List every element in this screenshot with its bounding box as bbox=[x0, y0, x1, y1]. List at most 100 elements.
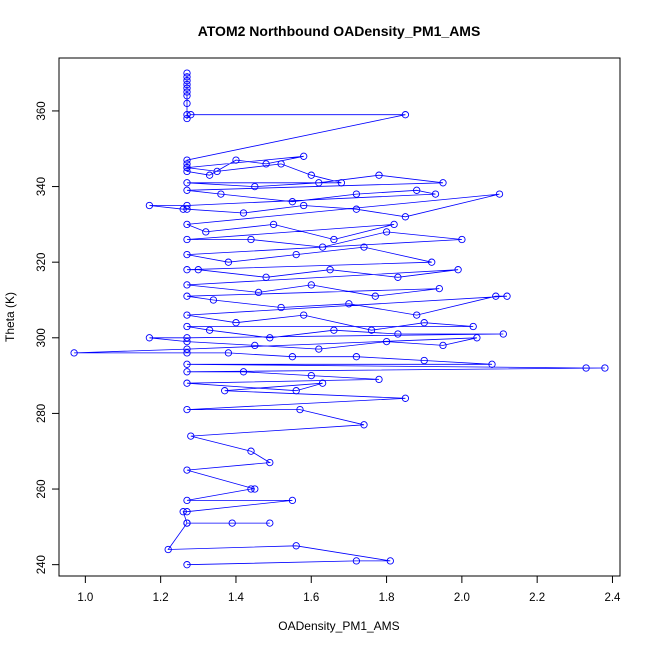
data-point bbox=[183, 405, 191, 414]
data-point bbox=[420, 319, 428, 327]
x-tick-label: 2.4 bbox=[604, 592, 621, 604]
data-point bbox=[183, 349, 191, 357]
y-tick-label: 260 bbox=[36, 479, 48, 498]
data-point bbox=[262, 160, 270, 168]
data-point bbox=[224, 258, 233, 266]
data-point bbox=[420, 356, 428, 365]
data-point bbox=[360, 421, 368, 429]
data-point bbox=[601, 364, 609, 372]
data-point bbox=[296, 405, 304, 414]
data-point bbox=[360, 243, 368, 251]
data-point bbox=[458, 235, 466, 244]
data-point bbox=[232, 156, 240, 164]
x-tick-label: 2.2 bbox=[529, 592, 545, 604]
data-point bbox=[251, 485, 259, 493]
data-point bbox=[382, 337, 391, 346]
data-point bbox=[352, 557, 361, 565]
data-point bbox=[499, 330, 507, 338]
data-point bbox=[202, 228, 210, 236]
data-point bbox=[315, 345, 323, 353]
data-point bbox=[183, 167, 191, 176]
data-point bbox=[262, 273, 270, 281]
data-point bbox=[495, 190, 504, 198]
data-point bbox=[269, 220, 278, 229]
data-point bbox=[145, 201, 154, 210]
data-point bbox=[375, 171, 383, 179]
data-point bbox=[183, 235, 191, 244]
data-point bbox=[183, 114, 191, 123]
data-point bbox=[205, 171, 214, 179]
data-point bbox=[345, 300, 353, 308]
data-point bbox=[386, 557, 394, 565]
data-point bbox=[183, 88, 191, 96]
data-point bbox=[183, 201, 191, 210]
data-point bbox=[239, 209, 248, 217]
data-point bbox=[70, 349, 78, 357]
data-point bbox=[469, 322, 477, 331]
data-point bbox=[183, 496, 191, 505]
data-point bbox=[277, 303, 285, 312]
data-point bbox=[315, 179, 323, 187]
data-point bbox=[187, 111, 195, 119]
data-point bbox=[307, 371, 315, 380]
data-point bbox=[217, 190, 225, 198]
data-point bbox=[300, 201, 308, 210]
y-tick-label: 280 bbox=[36, 404, 48, 423]
data-point bbox=[183, 322, 191, 331]
y-tick-label: 240 bbox=[36, 555, 48, 574]
data-point bbox=[183, 561, 191, 569]
y-tick-label: 300 bbox=[36, 328, 48, 347]
data-point bbox=[300, 311, 308, 319]
data-point bbox=[209, 296, 218, 304]
data-point bbox=[492, 292, 500, 300]
data-point bbox=[145, 334, 154, 342]
plot-area bbox=[70, 69, 609, 569]
data-point bbox=[582, 364, 590, 372]
data-point bbox=[288, 353, 297, 361]
data-point bbox=[401, 394, 410, 402]
data-point bbox=[439, 341, 447, 350]
data-point bbox=[183, 69, 191, 77]
data-point bbox=[183, 77, 191, 85]
data-point bbox=[428, 258, 436, 266]
data-point bbox=[288, 198, 297, 206]
data-point bbox=[292, 387, 300, 395]
data-point bbox=[503, 292, 511, 300]
data-point bbox=[183, 281, 191, 289]
data-point bbox=[183, 220, 191, 229]
y-axis-label: Theta (K) bbox=[3, 292, 17, 342]
x-axis: 1.0 1.2 1.4 1.6 1.8 2.0 2.2 2.4 bbox=[77, 575, 621, 604]
data-point bbox=[228, 519, 236, 527]
data-point bbox=[413, 311, 421, 319]
x-tick-label: 2.0 bbox=[454, 592, 470, 604]
data-point bbox=[401, 111, 410, 119]
x-tick-label: 1.0 bbox=[77, 592, 93, 604]
data-point bbox=[183, 519, 191, 527]
data-point bbox=[300, 152, 308, 160]
data-point bbox=[183, 92, 191, 100]
data-point bbox=[183, 111, 191, 119]
data-point bbox=[473, 334, 481, 342]
x-tick-label: 1.4 bbox=[228, 592, 245, 604]
data-point bbox=[330, 235, 338, 244]
data-point bbox=[266, 519, 274, 527]
data-point bbox=[183, 179, 191, 187]
data-point bbox=[183, 205, 191, 213]
data-point bbox=[221, 387, 229, 395]
data-point bbox=[326, 266, 334, 274]
data-point bbox=[435, 284, 443, 293]
data-point bbox=[194, 266, 202, 274]
y-tick-label: 320 bbox=[36, 253, 48, 272]
data-point bbox=[183, 360, 191, 368]
data-point bbox=[382, 228, 391, 236]
y-axis: 240 260 280 300 320 340 360 bbox=[36, 101, 60, 574]
data-point bbox=[224, 349, 233, 357]
data-point bbox=[183, 186, 191, 194]
data-point bbox=[183, 311, 191, 319]
x-tick-label: 1.8 bbox=[379, 592, 395, 604]
data-point bbox=[266, 458, 274, 467]
chart-title: ATOM2 Northbound OADensity_PM1_AMS bbox=[198, 23, 481, 39]
data-point bbox=[431, 190, 440, 198]
data-point bbox=[213, 167, 221, 176]
